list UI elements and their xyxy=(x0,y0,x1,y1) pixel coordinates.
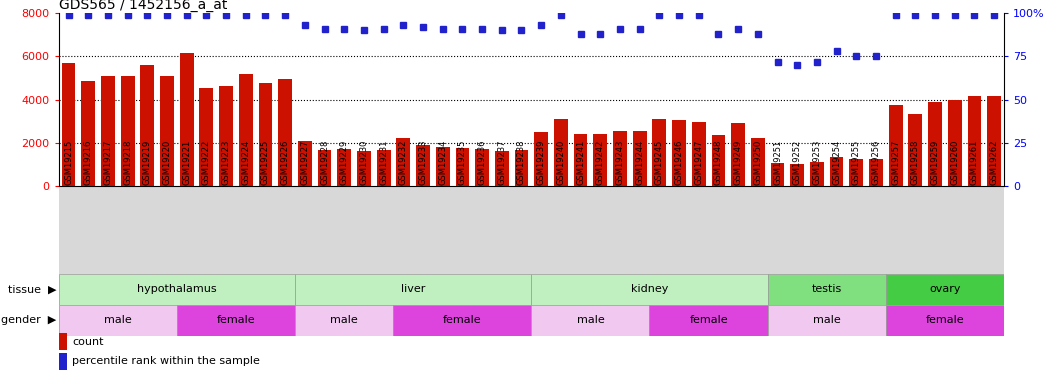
Bar xyxy=(393,305,531,336)
Bar xyxy=(869,159,882,186)
Bar xyxy=(59,274,296,305)
Bar xyxy=(767,274,886,305)
Bar xyxy=(987,96,1001,186)
Bar xyxy=(732,123,745,186)
Bar xyxy=(337,149,351,186)
Bar xyxy=(653,119,667,186)
Bar xyxy=(909,114,922,186)
Bar xyxy=(633,131,647,186)
Text: gender  ▶: gender ▶ xyxy=(1,315,57,325)
Text: male: male xyxy=(813,315,840,325)
Text: male: male xyxy=(576,315,605,325)
Bar xyxy=(672,120,686,186)
Bar xyxy=(886,305,1004,336)
Bar xyxy=(296,274,531,305)
Bar xyxy=(279,79,292,186)
Bar xyxy=(160,76,174,186)
Bar xyxy=(456,148,470,186)
Bar xyxy=(751,138,765,186)
Text: liver: liver xyxy=(401,285,425,294)
Text: male: male xyxy=(104,315,132,325)
Bar xyxy=(140,65,154,186)
Bar xyxy=(531,305,650,336)
Bar xyxy=(82,81,95,186)
Bar xyxy=(889,105,902,186)
Bar xyxy=(121,76,134,186)
Bar xyxy=(59,305,177,336)
Bar xyxy=(495,152,508,186)
Bar xyxy=(767,305,886,336)
Text: kidney: kidney xyxy=(631,285,669,294)
Bar xyxy=(886,274,1004,305)
Text: male: male xyxy=(330,315,358,325)
Bar xyxy=(770,163,784,186)
Bar xyxy=(376,150,391,186)
Bar xyxy=(396,138,410,186)
Bar xyxy=(613,131,627,186)
Text: hypothalamus: hypothalamus xyxy=(137,285,217,294)
Bar xyxy=(712,135,725,186)
Bar xyxy=(296,305,393,336)
Text: female: female xyxy=(217,315,256,325)
Bar xyxy=(298,141,311,186)
Bar xyxy=(180,53,194,186)
Bar xyxy=(929,102,942,186)
Bar xyxy=(199,88,214,186)
Bar xyxy=(573,134,588,186)
Bar xyxy=(810,162,824,186)
Bar xyxy=(593,134,607,186)
Text: count: count xyxy=(72,336,104,346)
Bar xyxy=(177,305,296,336)
Bar xyxy=(62,63,75,186)
Bar xyxy=(650,305,767,336)
Bar xyxy=(531,274,767,305)
Bar xyxy=(830,157,844,186)
Bar xyxy=(436,147,450,186)
Text: female: female xyxy=(925,315,964,325)
Bar xyxy=(692,122,705,186)
Bar xyxy=(790,164,804,186)
Bar xyxy=(534,132,548,186)
Text: GDS565 / 1452156_a_at: GDS565 / 1452156_a_at xyxy=(59,0,227,12)
Bar xyxy=(554,119,568,186)
Bar xyxy=(475,149,489,186)
Bar xyxy=(849,159,864,186)
Bar xyxy=(967,96,981,186)
Text: ovary: ovary xyxy=(930,285,961,294)
Text: female: female xyxy=(443,315,482,325)
Text: tissue  ▶: tissue ▶ xyxy=(8,285,57,294)
Bar xyxy=(515,150,528,186)
Bar xyxy=(416,145,430,186)
Bar xyxy=(357,152,371,186)
Text: testis: testis xyxy=(811,285,842,294)
Bar xyxy=(219,86,233,186)
Bar xyxy=(318,150,331,186)
Bar xyxy=(259,83,272,186)
Bar xyxy=(101,76,115,186)
Text: percentile rank within the sample: percentile rank within the sample xyxy=(72,356,260,366)
Bar xyxy=(947,100,962,186)
Text: female: female xyxy=(690,315,728,325)
Bar xyxy=(239,74,253,186)
